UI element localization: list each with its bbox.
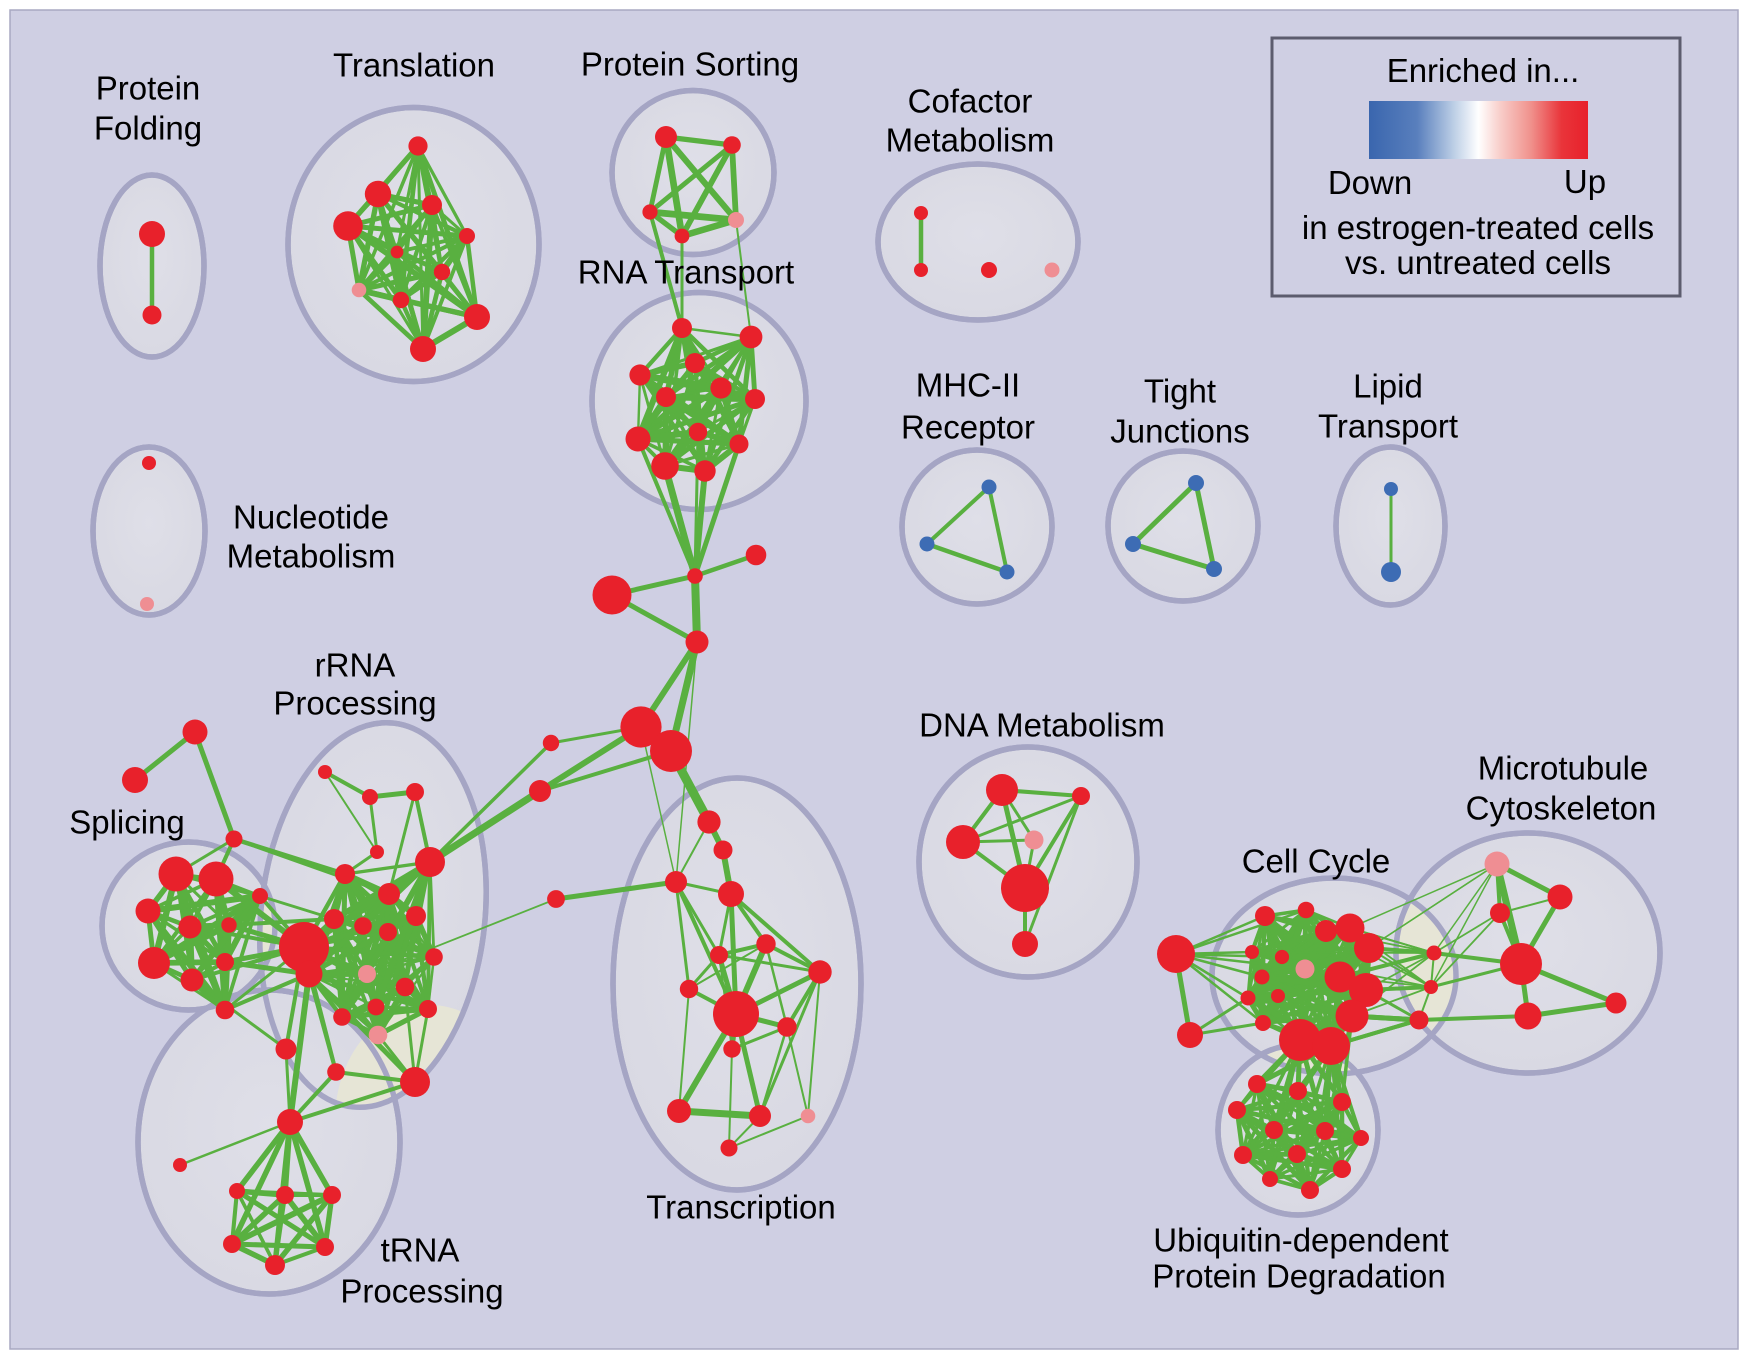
svg-text:Cytoskeleton: Cytoskeleton (1466, 790, 1657, 827)
svg-text:Cofactor: Cofactor (908, 83, 1033, 120)
svg-text:Nucleotide: Nucleotide (233, 499, 389, 536)
svg-text:in estrogen-treated cells: in estrogen-treated cells (1302, 209, 1654, 246)
svg-text:Protein: Protein (96, 70, 201, 107)
svg-text:vs. untreated cells: vs. untreated cells (1345, 244, 1611, 281)
svg-text:Protein Sorting: Protein Sorting (581, 46, 799, 83)
svg-text:DNA Metabolism: DNA Metabolism (919, 707, 1165, 744)
svg-text:Junctions: Junctions (1110, 413, 1249, 450)
svg-text:Receptor: Receptor (901, 409, 1035, 446)
svg-text:Ubiquitin-dependent: Ubiquitin-dependent (1153, 1222, 1448, 1259)
svg-text:tRNA: tRNA (381, 1232, 460, 1269)
svg-text:RNA Transport: RNA Transport (578, 254, 794, 291)
svg-text:Lipid: Lipid (1353, 368, 1423, 405)
svg-text:Processing: Processing (273, 685, 436, 722)
svg-text:Translation: Translation (333, 47, 495, 84)
svg-text:Cell Cycle: Cell Cycle (1242, 843, 1391, 880)
svg-text:rRNA: rRNA (315, 647, 396, 684)
svg-text:Transport: Transport (1318, 408, 1458, 445)
svg-text:Processing: Processing (340, 1273, 503, 1310)
svg-text:Down: Down (1328, 164, 1412, 201)
svg-text:Metabolism: Metabolism (227, 538, 396, 575)
svg-text:Folding: Folding (94, 110, 202, 147)
svg-text:Up: Up (1564, 163, 1606, 200)
svg-text:Protein Degradation: Protein Degradation (1152, 1258, 1446, 1295)
svg-text:Microtubule: Microtubule (1478, 750, 1649, 787)
svg-text:MHC-II: MHC-II (916, 367, 1020, 404)
svg-text:Splicing: Splicing (69, 804, 185, 841)
svg-text:Tight: Tight (1144, 373, 1216, 410)
svg-text:Transcription: Transcription (646, 1189, 836, 1226)
svg-text:Enriched in...: Enriched in... (1387, 52, 1580, 89)
svg-text:Metabolism: Metabolism (886, 122, 1055, 159)
